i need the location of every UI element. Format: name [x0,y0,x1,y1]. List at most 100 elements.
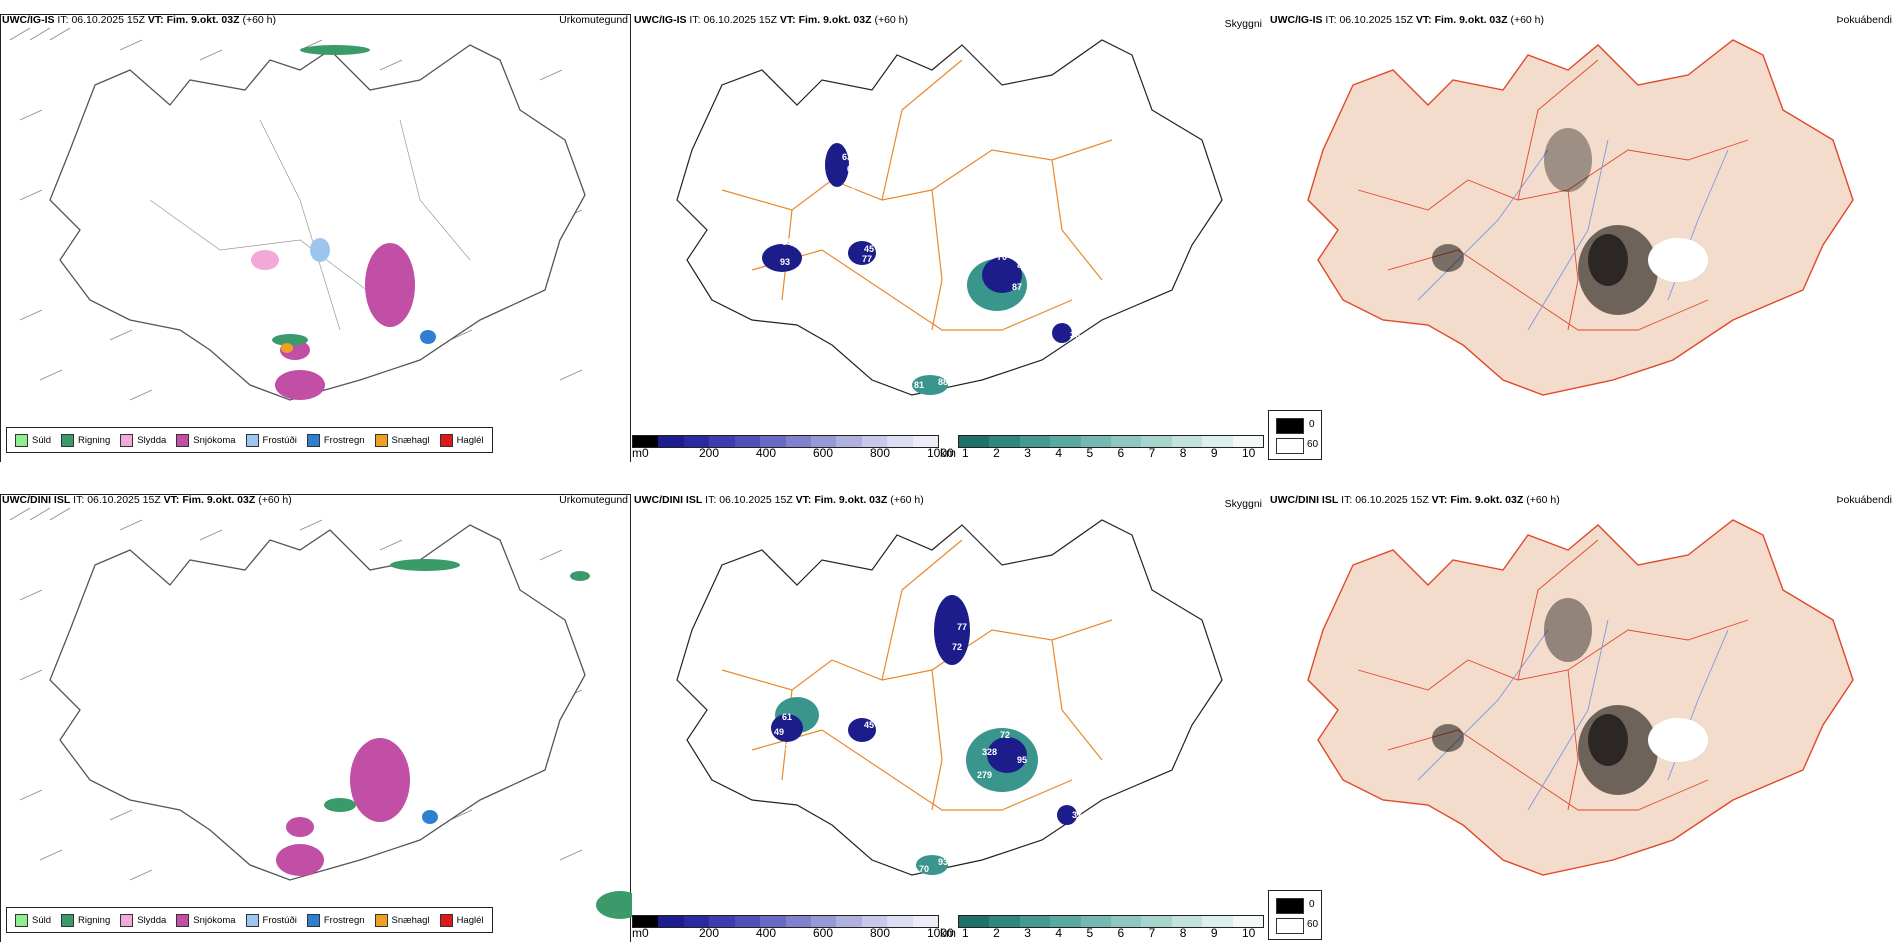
ceiling-value-label: 147 [1022,302,1037,312]
fog-swatch-black [1276,898,1304,914]
swatch-icon [176,433,190,447]
precip-panel-top: UWC/IG-IS IT: 06.10.2025 15Z VT: Fim. 9.… [0,0,631,470]
colorbar-tick-label: 8 [1179,926,1187,940]
legend-item: Haglél [439,433,484,447]
colorbar-step [989,916,1020,927]
colorbar-step [1019,916,1051,927]
ceiling-value-label: 77 [957,622,967,632]
colorbar-step [912,916,939,927]
iceland-outline [676,519,1223,876]
precip-map-top [0,14,631,462]
legend-item: Slydda [120,913,166,927]
fog-map-bottom [1307,519,1854,876]
colorbar-step [785,436,811,447]
fog-header-top: UWC/IG-IS IT: 06.10.2025 15Z VT: Fim. 9.… [1270,14,1545,26]
colorbar-step [887,436,913,447]
colorbar-tick-label: 1 [962,926,969,940]
colorbar-step [1232,436,1264,447]
precip-panel-bottom: UWC/DINI ISL IT: 06.10.2025 15Z VT: Fim.… [0,480,632,950]
ceiling-value-label: 49 [774,727,784,737]
vt-value: Fim. 9.okt. 03Z [166,14,240,26]
swatch-icon [306,913,320,927]
vis-unit: km [940,926,956,940]
colorbar-tick-label: 4 [1055,446,1063,460]
colorbar-step [734,436,761,447]
swatch-icon [245,913,259,927]
colorbar-tick-label: 10 [1242,446,1256,460]
ceiling-value-label: 72 [1000,730,1010,740]
vis-title: Skyggni [1224,18,1262,30]
colorbar-step [989,436,1020,447]
it-label: IT: [57,14,69,26]
colorbar-tick-label: 9 [1210,446,1218,460]
colorbar-step [709,916,735,927]
colorbar-step [1080,916,1112,927]
legend-item: Súld [15,433,51,447]
colorbar-tick-label: 6 [1117,926,1125,940]
swatch-icon [374,913,388,927]
colorbar-tick-label: 400 [756,926,777,940]
colorbar-tick-label: 2 [993,446,1000,460]
colorbar-step [760,436,786,447]
colorbar-tick-label: 7 [1148,926,1156,940]
visibility-colorbar [958,435,1264,448]
colorbar-tick-label: 3 [1024,446,1031,460]
it-value: 06.10.2025 15Z [71,14,145,26]
colorbar-tick-label: 600 [813,446,834,460]
colorbar-step [1019,436,1051,447]
vis-title: Skyggni [1224,498,1262,510]
vis-unit: km [940,446,956,460]
ceiling-value-label: 87 [1012,282,1022,292]
colorbar-step [1141,916,1172,927]
legend-item: Frostregn [306,913,365,927]
swatch-icon [120,913,134,927]
colorbar-step [810,436,837,447]
swatch-icon [176,913,190,927]
fog-panel-bottom: UWC/DINI ISL IT: 06.10.2025 15Z VT: Fim.… [1268,480,1898,950]
ceiling-value-label: 95 [1017,755,1027,765]
ceiling-value-label: 85 [782,237,792,247]
ceiling-value-label: 70 [997,252,1007,262]
colorbar-step [734,916,761,927]
colorbar-step [683,916,710,927]
colorbar-step [1111,916,1142,927]
iceland-outline [49,524,586,881]
colorbar-step [1202,916,1233,927]
colorbar-step [1141,436,1172,447]
ceiling-unit: m [632,446,642,460]
iceland-outline [1307,519,1854,876]
swatch-icon [15,913,28,927]
swatch-icon [374,433,388,447]
colorbar-step [1080,436,1112,447]
fog-swatch-white [1276,438,1304,454]
colorbar-tick-label: 800 [870,926,891,940]
colorbar-tick-label: 9 [1210,926,1218,940]
vis-header-bottom: UWC/DINI ISL IT: 06.10.2025 15Z VT: Fim.… [634,494,924,506]
colorbar-tick-label: 400 [756,446,777,460]
colorbar-tick-label: 3 [1024,926,1031,940]
visibility-panel-bottom: 61 49 72 45 72 328 95 279 37 70 93 77 72 UWC/DINI IS… [632,480,1264,950]
precip-legend-bottom: Súld Rigning Slydda Snjókoma Frostúði Fr… [6,907,493,933]
legend-item: Snjókoma [176,433,236,447]
colorbar-step [658,436,684,447]
vis-header-top: UWC/IG-IS IT: 06.10.2025 15Z VT: Fim. 9.… [634,14,909,26]
colorbar-step [658,916,684,927]
colorbar-tick-label: 10 [1242,926,1256,940]
colorbar-step [709,436,735,447]
legend-item: Rigning [61,913,110,927]
ceiling-value-label: 279 [977,770,992,780]
precip-legend-top: Súld Rigning Slydda Snjókoma Frostúði Fr… [6,427,493,453]
fog-legend: 0 60 [1268,410,1322,460]
iceland-outline [1307,39,1854,396]
ceiling-value-label: 77 [862,254,872,264]
colorbar-tick-label: 6 [1117,446,1125,460]
colorbar-step [1202,436,1233,447]
legend-item: Snæhagl [374,433,430,447]
colorbar-step [1232,916,1264,927]
fog-title: Þokuábendi [1836,14,1892,26]
colorbar-step [836,436,862,447]
ceiling-value-label: 80 [1017,260,1027,270]
ceiling-value-label: 81 [914,380,924,390]
legend-item: Haglél [439,913,484,927]
